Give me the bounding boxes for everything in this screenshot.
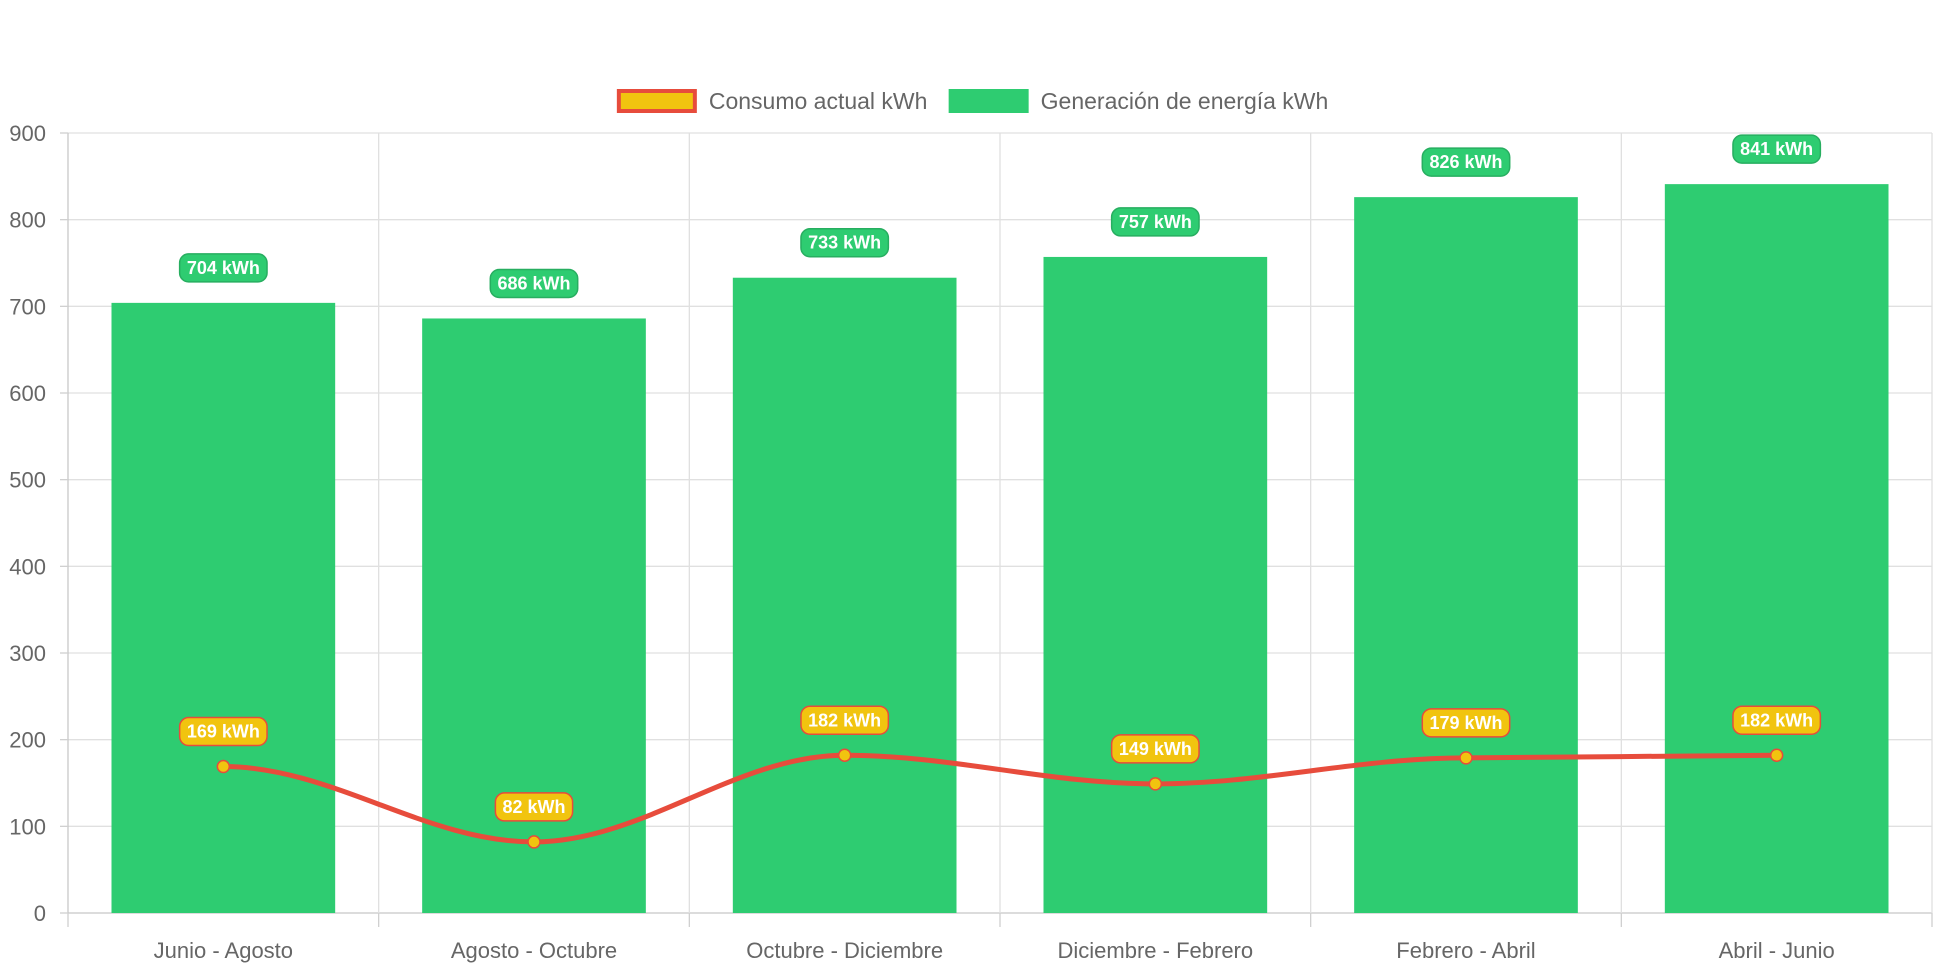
data-label-consumo: 169 kWh: [187, 722, 260, 742]
axes: 0 100 200 300 400 500 600 700 800 900 Junio - Agos…: [9, 121, 1933, 963]
x-tick-label: Diciembre - Febrero: [1058, 938, 1254, 963]
x-tick-label: Febrero - Abril: [1396, 938, 1535, 963]
y-tick-label: 800: [9, 208, 46, 233]
data-label-consumo-background: [1732, 705, 1822, 736]
data-label-generacion: 826 kWh: [1429, 152, 1502, 172]
legend-item[interactable]: Generación de energía kWh: [948, 88, 1329, 114]
bar-generacion: [1354, 197, 1578, 914]
x-tick-label: Octubre - Diciembre: [746, 938, 943, 963]
y-tick-label: 100: [9, 814, 46, 839]
y-tick-label: 200: [9, 728, 46, 753]
data-label-generacion-background: [178, 253, 268, 283]
data-label-consumo: 179 kWh: [1429, 713, 1502, 733]
x-tick-label: Agosto - Octubre: [451, 938, 617, 963]
data-label-consumo: 182 kWh: [808, 710, 881, 730]
data-label-generacion: 841 kWh: [1740, 139, 1813, 159]
point-consumo: [216, 759, 231, 774]
y-tick-label: 0: [34, 901, 46, 926]
legend-swatch: [616, 89, 697, 113]
legend[interactable]: Consumo actual kWh Generación de energía …: [616, 88, 1329, 114]
y-tick-label: 900: [9, 121, 46, 146]
data-label-consumo: 182 kWh: [1740, 710, 1813, 730]
data-label-generacion: 704 kWh: [187, 258, 260, 278]
data-label-generacion-background: [1110, 207, 1200, 237]
bar-generacion: [422, 318, 646, 913]
y-tick-label: 600: [9, 381, 46, 406]
x-tick-label: Junio - Agosto: [154, 938, 293, 963]
point-consumo: [1769, 748, 1784, 763]
point-consumo: [1148, 777, 1163, 791]
x-tick-label: Abril - Junio: [1719, 938, 1835, 963]
point-consumo: [837, 748, 852, 763]
legend-swatch: [948, 89, 1029, 113]
data-label-consumo: 149 kWh: [1119, 739, 1192, 759]
data-label-generacion: 686 kWh: [497, 273, 570, 293]
data-labels: 704 kWh 686 kWh 733 kWh 757 kWh 826 kWh 841 k…: [178, 134, 1822, 822]
data-label-consumo-background: [1110, 734, 1200, 764]
data-label-generacion: 733 kWh: [808, 233, 881, 253]
data-label-consumo-background: [494, 792, 574, 822]
y-tick-label: 500: [9, 468, 46, 493]
data-label-generacion-background: [800, 227, 890, 258]
data-label-consumo-background: [178, 716, 268, 747]
data-label-generacion-background: [489, 268, 579, 299]
bar-generacion: [732, 277, 957, 913]
grid: [67, 132, 1933, 914]
legend-label: Consumo actual kWh: [709, 88, 928, 114]
data-label-consumo: 82 kWh: [502, 797, 565, 817]
data-label-generacion: 757 kWh: [1119, 212, 1192, 232]
line-series-consumo: [216, 748, 1784, 849]
data-label-consumo-background: [1421, 708, 1511, 738]
y-tick-label: 700: [9, 294, 46, 319]
bar-generacion: [1043, 256, 1268, 913]
y-tick-label: 300: [9, 641, 46, 666]
bar-generacion: [1664, 184, 1889, 914]
legend-item[interactable]: Consumo actual kWh: [616, 88, 928, 114]
point-consumo: [527, 835, 541, 849]
line-consumo: [223, 752, 1777, 845]
bar-generacion: [111, 302, 336, 913]
data-label-generacion-background: [1421, 147, 1511, 177]
y-tick-label: 400: [9, 554, 46, 579]
data-label-generacion-background: [1732, 134, 1822, 164]
legend-label: Generación de energía kWh: [1041, 88, 1329, 114]
point-consumo: [1459, 751, 1473, 765]
data-label-consumo-background: [800, 705, 890, 736]
